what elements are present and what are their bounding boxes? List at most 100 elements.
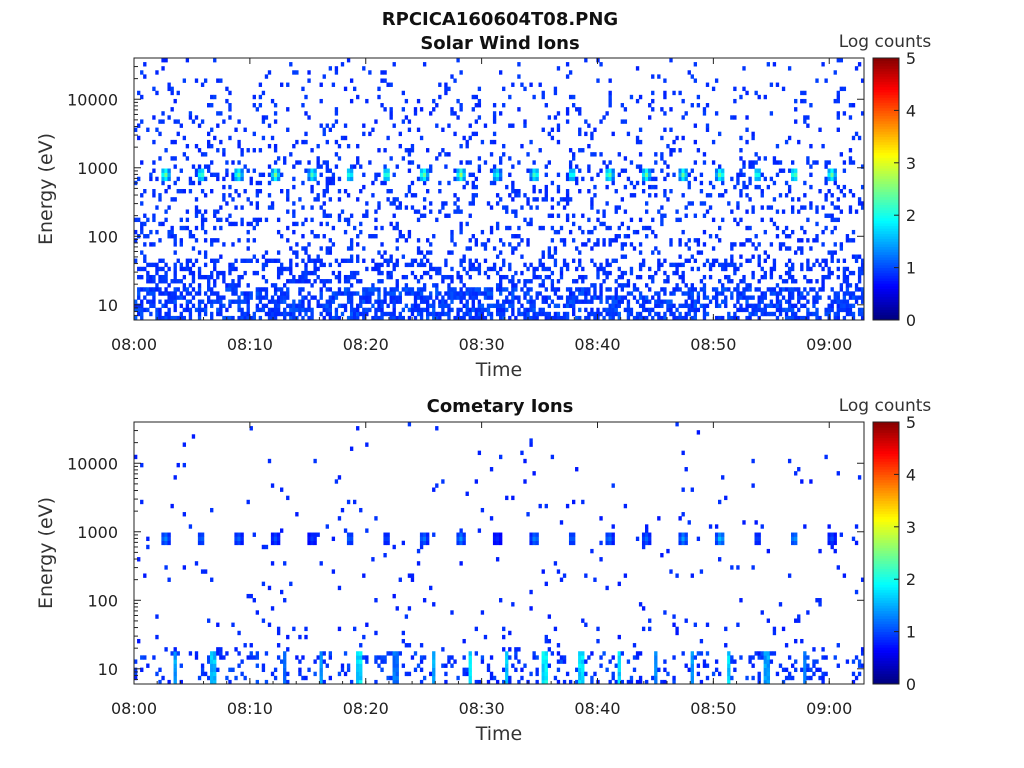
spectrogram-cell	[353, 291, 357, 296]
spectrogram-cell	[319, 651, 323, 656]
spectrogram-cell	[164, 270, 168, 276]
spectrogram-cell	[401, 663, 406, 668]
spectrogram-cell	[313, 659, 317, 664]
spectrogram-cell	[404, 671, 409, 677]
spectrogram-cell	[514, 647, 518, 652]
spectrogram-cell	[261, 266, 266, 272]
spectrogram-cell	[474, 119, 479, 124]
spectrogram-cell	[775, 295, 780, 300]
spectrogram-cell	[456, 172, 460, 178]
spectrogram-cell	[286, 295, 290, 300]
spectrogram-cell	[444, 213, 448, 218]
spectrogram-cell	[860, 258, 865, 263]
spectrogram-cell	[614, 205, 618, 210]
spectrogram-cell	[429, 671, 433, 677]
spectrogram-cell	[660, 299, 664, 304]
spectrogram-cell	[611, 540, 615, 546]
spectrogram-cell	[152, 295, 156, 300]
spectrogram-cell	[152, 242, 156, 247]
spectrogram-cell	[410, 655, 415, 660]
spectrogram-cell	[565, 299, 570, 304]
spectrogram-cell	[179, 266, 183, 272]
spectrogram-cell	[419, 262, 424, 268]
spectrogram-cell	[273, 168, 278, 173]
spectrogram-cell	[794, 168, 798, 173]
colorbar-swatch	[873, 526, 899, 530]
spectrogram-cell	[471, 201, 475, 206]
spectrogram-cell	[794, 659, 798, 664]
spectrogram-cell	[173, 197, 177, 202]
spectrogram-cell	[152, 279, 156, 284]
spectrogram-cell	[304, 634, 308, 640]
spectrogram-cell	[307, 299, 311, 304]
spectrogram-cell	[696, 651, 701, 656]
spectrogram-cell	[419, 135, 424, 141]
spectrogram-cell	[173, 156, 177, 161]
spectrogram-cell	[800, 90, 804, 96]
spectrogram-cell	[818, 548, 822, 554]
spectrogram-cell	[134, 229, 138, 235]
spectrogram-cell	[787, 675, 792, 681]
spectrogram-cell	[243, 189, 247, 194]
spectrogram-cell	[164, 647, 168, 652]
spectrogram-cell	[663, 299, 667, 304]
spectrogram-cell	[273, 287, 278, 292]
spectrogram-cell	[453, 78, 457, 83]
spectrogram-cell	[821, 675, 825, 681]
spectrogram-cell	[791, 540, 795, 546]
spectrogram-cell	[581, 279, 585, 284]
spectrogram-cell	[736, 291, 740, 296]
spectrogram-cell	[541, 225, 545, 231]
spectrogram-cell	[270, 671, 275, 677]
spectrogram-cell	[203, 671, 208, 677]
spectrogram-cell	[842, 274, 847, 280]
spectrogram-cell	[137, 291, 141, 296]
spectrogram-cell	[225, 217, 229, 223]
spectrogram-cell	[693, 311, 698, 317]
colorbar-swatch	[873, 513, 899, 517]
spectrogram-cell	[778, 287, 783, 292]
spectrogram-cell	[170, 299, 174, 304]
spectrogram-cell	[237, 303, 241, 309]
spectrogram-cell	[772, 630, 777, 636]
spectrogram-cell	[660, 156, 664, 161]
spectrogram-cell	[450, 266, 454, 272]
spectrogram-cell	[432, 315, 436, 321]
spectrogram-cell	[766, 663, 771, 668]
spectrogram-cell	[356, 94, 360, 100]
spectrogram-cell	[572, 152, 576, 157]
spectrogram-cell	[167, 679, 171, 685]
spectrogram-cell	[635, 66, 640, 71]
spectrogram-cell	[529, 168, 533, 173]
spectrogram-cell	[724, 299, 728, 304]
spectrogram-cell	[213, 172, 217, 178]
spectrogram-cell	[514, 315, 518, 321]
spectrogram-cell	[766, 675, 771, 681]
spectrogram-cell	[401, 234, 406, 239]
spectrogram-cell	[620, 299, 625, 304]
spectrogram-cell	[587, 164, 591, 169]
spectrogram-cell	[471, 131, 475, 137]
spectrogram-cell	[349, 176, 354, 182]
spectrogram-cell	[775, 160, 780, 165]
spectrogram-cell	[210, 172, 214, 178]
spectrogram-cell	[377, 205, 381, 210]
colorbar-swatch	[873, 272, 899, 276]
spectrogram-cell	[261, 274, 266, 280]
spectrogram-cell	[660, 221, 664, 227]
spectrogram-cell	[596, 238, 600, 243]
spectrogram-cell	[727, 651, 731, 656]
spectrogram-cell	[261, 262, 266, 268]
spectrogram-cell	[766, 679, 771, 685]
spectrogram-cell	[435, 483, 439, 488]
spectrogram-cell	[495, 168, 500, 173]
spectrogram-cell	[416, 287, 421, 292]
spectrogram-cell	[596, 172, 600, 178]
spectrogram-cell	[553, 115, 558, 120]
spectrogram-cell	[675, 626, 679, 632]
colorbar-swatch	[873, 644, 899, 648]
spectrogram-cell	[456, 274, 460, 280]
spectrogram-cell	[155, 614, 159, 619]
spectrogram-cell	[155, 229, 159, 235]
colorbar-tick-label: 0	[906, 311, 916, 330]
